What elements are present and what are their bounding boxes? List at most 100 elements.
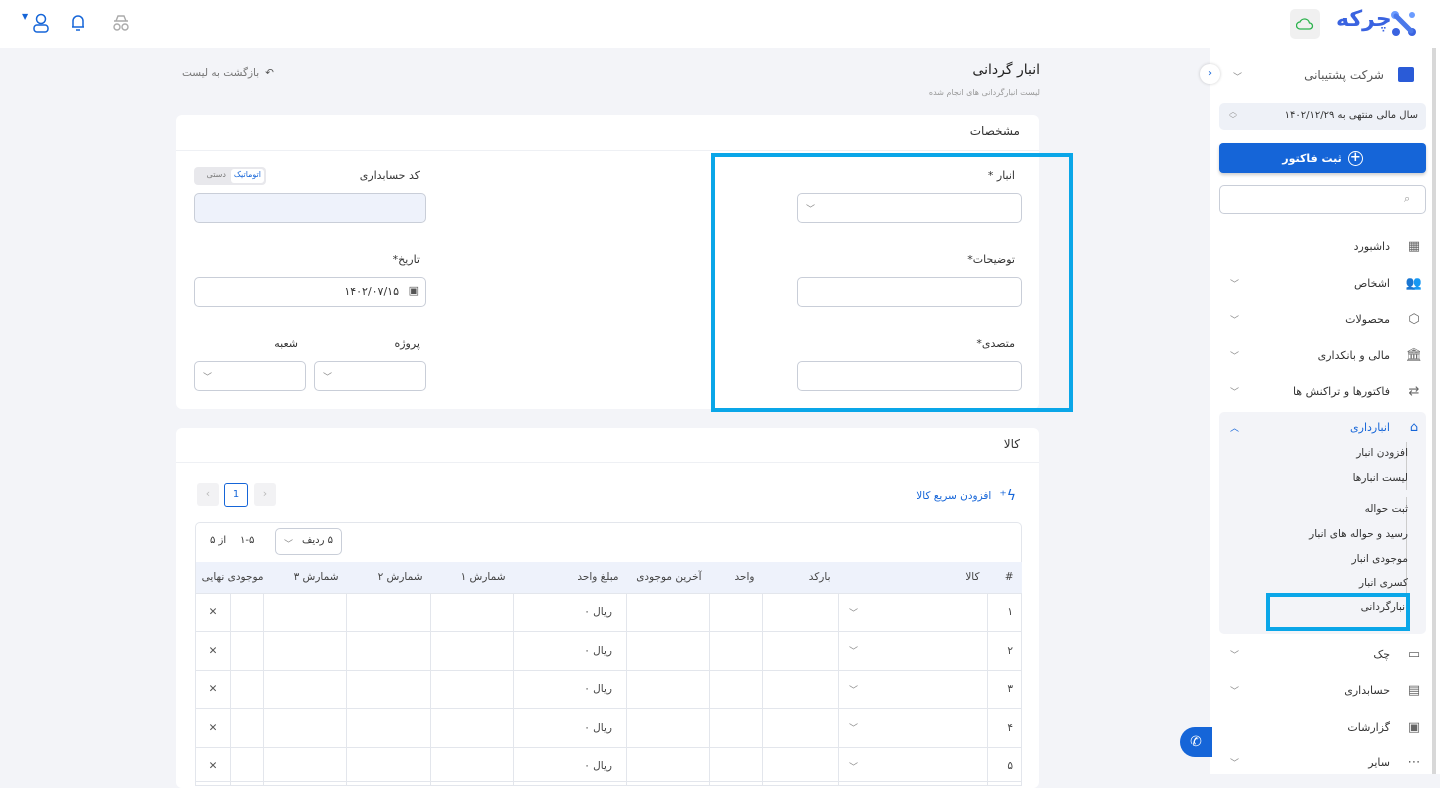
chevron-down-icon[interactable]: ﹀ (1233, 73, 1243, 83)
col-unit-price: مبلغ واحد (513, 562, 627, 593)
updown-icon: ︿ ﹀ (1229, 107, 1237, 124)
prev-page-button[interactable]: ‹ (197, 483, 219, 506)
chevron-up-icon: ︿ (1230, 423, 1240, 434)
nav-label: فاکتورها و تراکنش ها (1292, 384, 1390, 398)
highlight-box (711, 153, 1073, 412)
col-last-stock: آخرین موجودی (626, 562, 710, 593)
caret-down-icon[interactable]: ▼ (22, 12, 29, 21)
count-1-input[interactable] (430, 592, 514, 632)
barcode-cell (762, 746, 839, 786)
quick-add-goods-button[interactable]: ϟ⁺ افزودن سریع کالا (916, 488, 1016, 504)
company-name[interactable]: شرکت پشتیبانی (1304, 68, 1384, 82)
goods-select[interactable]: ﹀ (838, 631, 988, 671)
page-1-button[interactable]: 1 (224, 483, 248, 507)
sidebar-item-products[interactable]: ⬡ محصولات ﹀ (1222, 304, 1428, 334)
submenu-line (1406, 497, 1407, 622)
count-2-input[interactable] (346, 592, 431, 632)
date-input[interactable]: ۱۴۰۲/۰۷/۱۵ ▣ (194, 277, 426, 307)
goods-select[interactable]: ﹀ (838, 708, 988, 748)
count-2-input[interactable] (346, 746, 431, 786)
subitem-add-warehouse[interactable]: افزودن انبار (1356, 447, 1408, 459)
collapse-sidebar-button[interactable]: › (1200, 64, 1220, 84)
nav-label: چک (1373, 647, 1390, 661)
next-page-button[interactable]: › (254, 483, 276, 506)
back-to-list-link[interactable]: ↶ بازگشت به لیست (182, 67, 274, 79)
account-code-input[interactable] (194, 193, 426, 223)
toggle-manual[interactable]: دستی (206, 170, 226, 179)
sidebar-item-finance[interactable]: 🏛 مالی و بانکداری ﹀ (1222, 340, 1428, 370)
count-1-input[interactable] (430, 746, 514, 786)
user-icon[interactable] (32, 13, 50, 33)
delete-row-button[interactable]: ✕ (195, 708, 231, 748)
count-3-input[interactable] (263, 708, 347, 748)
support-call-button[interactable]: ✆ (1180, 727, 1212, 757)
sidebar-item-accounting[interactable]: ▤ حسابداری ﹀ (1222, 675, 1428, 705)
sidebar-item-cheque[interactable]: ▭ چک ﹀ (1222, 639, 1428, 669)
description-input[interactable] (797, 277, 1022, 307)
top-bar: ▼ چرکه (0, 0, 1440, 48)
table-row: ۴ ﹀ ریال ۰ ✕ (195, 708, 1022, 748)
unit-price-cell: ریال ۰ (513, 746, 627, 786)
specs-heading: مشخصات (969, 124, 1020, 138)
count-1-input[interactable] (430, 631, 514, 671)
goods-select[interactable]: ﹀ (838, 592, 988, 632)
plus-circle-icon: + (1347, 150, 1363, 166)
sidebar-item-invoices[interactable]: ⇄ فاکتورها و تراکنش ها ﹀ (1222, 376, 1428, 406)
subitem-register-transfer[interactable]: ثبت حواله (1364, 503, 1408, 515)
goods-select[interactable]: ﹀ (838, 669, 988, 709)
account-code-mode-toggle[interactable]: اتوماتیک دستی (194, 167, 266, 185)
rows-per-page-select[interactable]: ۵ ردیف ﹀ (275, 528, 342, 555)
subitem-stocktaking[interactable]: انبارگردانی (1360, 601, 1408, 613)
sidebar-search-input[interactable] (1219, 185, 1426, 214)
chevron-down-icon: ﹀ (849, 762, 859, 773)
responsible-input[interactable] (797, 361, 1022, 391)
phone-icon: ✆ (1190, 734, 1202, 750)
check-icon: ▭ (1407, 646, 1421, 662)
delete-row-button[interactable]: ✕ (195, 592, 231, 632)
goods-select[interactable]: ﹀ (838, 746, 988, 786)
col-count-3: شمارش ۳ (263, 562, 347, 593)
count-3-input[interactable] (263, 669, 347, 709)
delete-row-button[interactable]: ✕ (195, 746, 231, 786)
subitem-inventory[interactable]: موجودی انبار (1351, 553, 1408, 565)
calendar-icon[interactable]: ▣ (408, 284, 419, 297)
col-count-1: شمارش ۱ (430, 562, 514, 593)
calculator-icon: ▤ (1407, 682, 1421, 698)
count-3-input[interactable] (263, 631, 347, 671)
project-select[interactable]: ﹀ (314, 361, 426, 391)
count-3-input[interactable] (263, 746, 347, 786)
count-2-input[interactable] (346, 669, 431, 709)
bell-icon[interactable] (70, 13, 86, 33)
sidebar-item-dashboard[interactable]: ▦ داشبورد (1222, 231, 1428, 261)
sidebar-item-reports[interactable]: ▣ گزارشات (1222, 712, 1428, 742)
final-stock-cell (230, 592, 264, 632)
subitem-receipts[interactable]: رسید و حواله های انبار (1309, 528, 1408, 540)
barcode-cell (762, 592, 839, 632)
branch-select[interactable]: ﹀ (194, 361, 306, 391)
sidebar-item-warehouse[interactable]: ⌂ انبارداری ︿ (1222, 412, 1428, 442)
subitem-warehouse-list[interactable]: لیست انبارها (1352, 472, 1408, 484)
nav-label: مالی و بانکداری (1317, 348, 1390, 362)
warehouse-select[interactable]: ﹀ (797, 193, 1022, 223)
count-3-input[interactable] (263, 592, 347, 632)
sidebar-item-other[interactable]: ⋯ سایر ﹀ (1222, 747, 1428, 777)
incognito-icon[interactable] (111, 14, 131, 32)
barcode-cell (762, 669, 839, 709)
final-stock-cell (230, 631, 264, 671)
cloud-sync-button[interactable] (1290, 9, 1320, 39)
count-2-input[interactable] (346, 708, 431, 748)
count-1-input[interactable] (430, 669, 514, 709)
delete-row-button[interactable]: ✕ (195, 669, 231, 709)
sidebar-item-persons[interactable]: 👥 اشخاص ﹀ (1222, 268, 1428, 298)
new-invoice-button[interactable]: + ثبت فاکتور (1219, 143, 1426, 173)
subitem-shortage[interactable]: کسری انبار (1359, 577, 1408, 589)
delete-row-button[interactable]: ✕ (195, 631, 231, 671)
sidebar-scrollbar[interactable] (1432, 48, 1436, 774)
count-2-input[interactable] (346, 631, 431, 671)
toggle-auto[interactable]: اتوماتیک (230, 169, 264, 183)
count-1-input[interactable] (430, 708, 514, 748)
table-row: ۱ ﹀ ریال ۰ ✕ (195, 592, 1022, 632)
last-stock-cell (626, 746, 710, 786)
nav-label: انبارداری (1350, 420, 1390, 434)
fiscal-year-select[interactable]: سال مالی منتهی به ۱۴۰۲/۱۲/۲۹ ︿ ﹀ (1219, 103, 1426, 130)
